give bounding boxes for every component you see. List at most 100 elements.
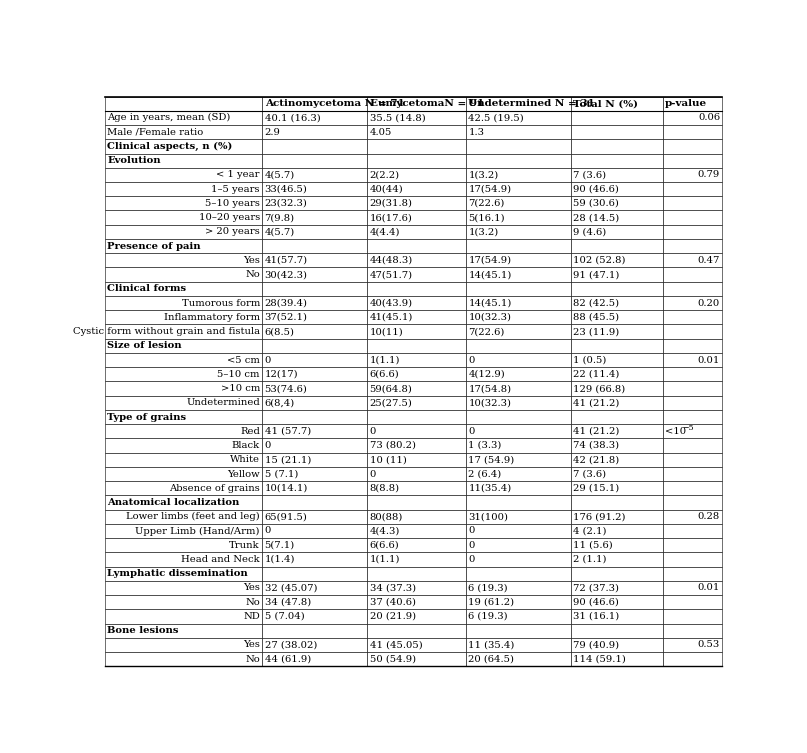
- Text: 10(11): 10(11): [370, 327, 404, 336]
- Bar: [262, 609, 367, 623]
- Text: 10(14.1): 10(14.1): [265, 483, 308, 492]
- Bar: [105, 395, 262, 410]
- Text: 4(4.4): 4(4.4): [370, 227, 400, 236]
- Text: 90 (46.6): 90 (46.6): [574, 184, 619, 194]
- Text: Lower limbs (feet and leg): Lower limbs (feet and leg): [126, 512, 260, 521]
- Bar: [367, 652, 466, 666]
- Bar: [105, 553, 262, 566]
- Bar: [466, 139, 571, 154]
- Bar: [367, 424, 466, 438]
- Bar: [571, 168, 663, 182]
- Text: Clinical aspects, n (%): Clinical aspects, n (%): [107, 142, 232, 151]
- Text: 74 (38.3): 74 (38.3): [574, 441, 620, 450]
- Bar: [663, 125, 722, 139]
- Text: 41 (21.2): 41 (21.2): [574, 398, 620, 407]
- Text: 1(1.4): 1(1.4): [265, 555, 295, 564]
- Bar: [367, 111, 466, 125]
- Text: 1 (0.5): 1 (0.5): [574, 355, 607, 364]
- Bar: [105, 566, 262, 581]
- Bar: [466, 253, 571, 267]
- Text: 41 (21.2): 41 (21.2): [574, 427, 620, 436]
- Bar: [367, 623, 466, 638]
- Text: 2(2.2): 2(2.2): [370, 170, 399, 179]
- Text: 30(42.3): 30(42.3): [265, 270, 307, 279]
- Bar: [105, 296, 262, 310]
- Bar: [105, 154, 262, 168]
- Text: 4(4.3): 4(4.3): [370, 526, 400, 535]
- Text: 15 (21.1): 15 (21.1): [265, 456, 311, 465]
- Bar: [571, 566, 663, 581]
- Text: 82 (42.5): 82 (42.5): [574, 299, 620, 307]
- Text: Evolution: Evolution: [107, 156, 161, 165]
- Text: 20 (21.9): 20 (21.9): [370, 612, 416, 621]
- Bar: [367, 395, 466, 410]
- Text: Undetermined N = 31: Undetermined N = 31: [468, 99, 596, 108]
- Text: 1(3.2): 1(3.2): [468, 170, 499, 179]
- Bar: [262, 553, 367, 566]
- Bar: [105, 510, 262, 524]
- Text: Bone lesions: Bone lesions: [107, 626, 178, 636]
- Bar: [262, 382, 367, 395]
- Bar: [663, 623, 722, 638]
- Text: 0.01: 0.01: [698, 355, 720, 364]
- Bar: [262, 467, 367, 481]
- Bar: [466, 652, 571, 666]
- Text: 0: 0: [468, 355, 475, 364]
- Text: 20 (64.5): 20 (64.5): [468, 654, 514, 663]
- Bar: [367, 339, 466, 353]
- Text: 37(52.1): 37(52.1): [265, 312, 307, 322]
- Text: 4(5.7): 4(5.7): [265, 227, 295, 236]
- Bar: [663, 310, 722, 325]
- Text: No: No: [245, 654, 260, 663]
- Text: 0.53: 0.53: [698, 641, 720, 649]
- Bar: [466, 595, 571, 609]
- Text: 73 (80.2): 73 (80.2): [370, 441, 416, 450]
- Text: 5 (7.1): 5 (7.1): [265, 470, 298, 478]
- Bar: [262, 510, 367, 524]
- Bar: [262, 481, 367, 495]
- Bar: [571, 481, 663, 495]
- Bar: [571, 495, 663, 510]
- Bar: [571, 395, 663, 410]
- Bar: [663, 197, 722, 211]
- Bar: [105, 467, 262, 481]
- Text: <5 cm: <5 cm: [227, 355, 260, 364]
- Bar: [105, 382, 262, 395]
- Bar: [105, 267, 262, 282]
- Bar: [262, 296, 367, 310]
- Bar: [466, 538, 571, 553]
- Text: 42.5 (19.5): 42.5 (19.5): [468, 114, 525, 123]
- Bar: [663, 524, 722, 538]
- Bar: [367, 453, 466, 467]
- Text: 0: 0: [265, 526, 271, 535]
- Text: 47(51.7): 47(51.7): [370, 270, 412, 279]
- Text: 1 (3.3): 1 (3.3): [468, 441, 502, 450]
- Bar: [571, 367, 663, 382]
- Bar: [466, 438, 571, 453]
- Text: Presence of pain: Presence of pain: [107, 242, 201, 251]
- Text: 7(22.6): 7(22.6): [468, 327, 505, 336]
- Bar: [663, 96, 722, 111]
- Bar: [367, 296, 466, 310]
- Text: 0: 0: [468, 555, 475, 564]
- Text: <10: <10: [665, 427, 686, 436]
- Bar: [571, 467, 663, 481]
- Text: −5: −5: [682, 424, 693, 432]
- Text: 6(8.5): 6(8.5): [265, 327, 295, 336]
- Bar: [262, 367, 367, 382]
- Bar: [262, 495, 367, 510]
- Text: 6(6.6): 6(6.6): [370, 541, 399, 550]
- Bar: [466, 481, 571, 495]
- Text: Absence of grains: Absence of grains: [169, 483, 260, 492]
- Bar: [571, 339, 663, 353]
- Text: 0: 0: [468, 526, 475, 535]
- Bar: [571, 553, 663, 566]
- Bar: [105, 282, 262, 296]
- Text: 4(5.7): 4(5.7): [265, 170, 295, 179]
- Text: No: No: [245, 270, 260, 279]
- Bar: [466, 424, 571, 438]
- Text: Red: Red: [240, 427, 260, 436]
- Text: 1(3.2): 1(3.2): [468, 227, 499, 236]
- Bar: [367, 139, 466, 154]
- Bar: [262, 182, 367, 197]
